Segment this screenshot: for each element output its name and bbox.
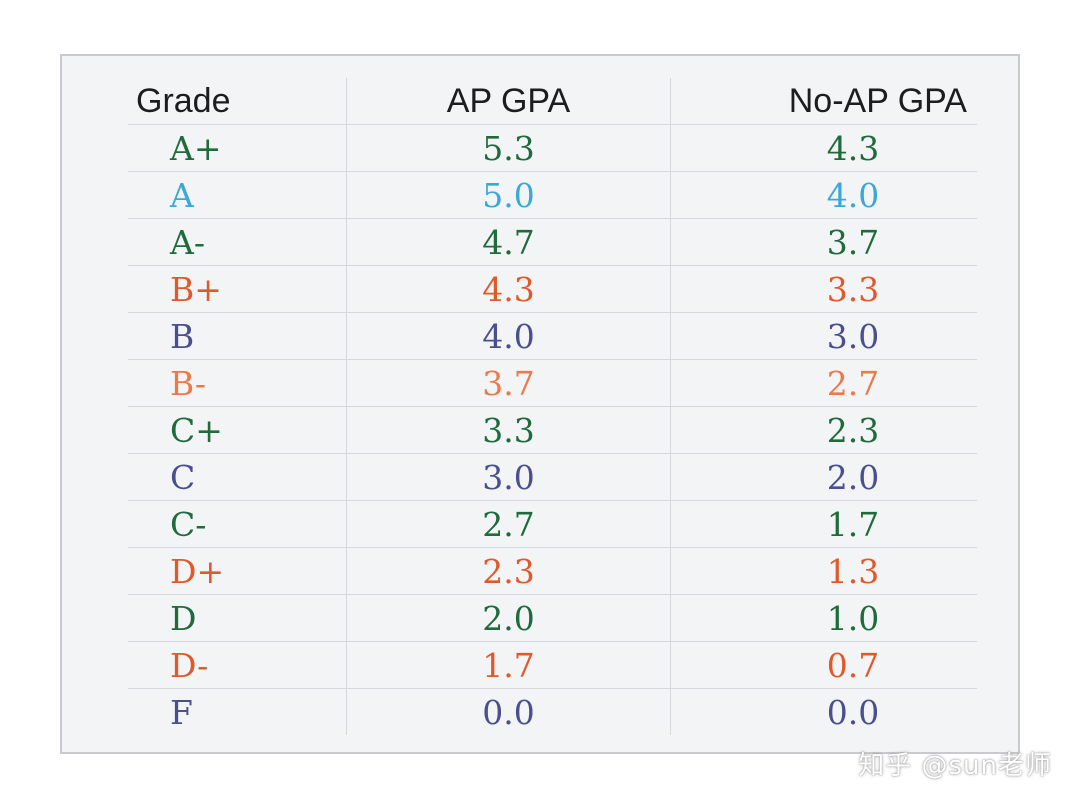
ap-gpa-cell: 4.3 bbox=[346, 265, 671, 313]
table-row: C- 2.7 1.7 bbox=[128, 500, 977, 548]
table-row: A- 4.7 3.7 bbox=[128, 218, 977, 266]
grade-cell: C- bbox=[128, 500, 347, 548]
grade-cell: C bbox=[128, 453, 347, 501]
ap-gpa-cell: 2.7 bbox=[346, 500, 671, 548]
grade-cell: A+ bbox=[128, 124, 347, 172]
ap-gpa-cell: 2.3 bbox=[346, 547, 671, 595]
table-row: B 4.0 3.0 bbox=[128, 312, 977, 360]
ap-gpa-cell: 3.0 bbox=[346, 453, 671, 501]
no-ap-gpa-cell: 4.0 bbox=[670, 171, 977, 219]
table-header-row: Grade AP GPA No-AP GPA bbox=[128, 78, 977, 125]
no-ap-gpa-cell: 1.0 bbox=[670, 594, 977, 642]
ap-gpa-cell: 1.7 bbox=[346, 641, 671, 689]
table-row: C 3.0 2.0 bbox=[128, 453, 977, 501]
ap-gpa-cell: 5.0 bbox=[346, 171, 671, 219]
ap-gpa-cell: 3.7 bbox=[346, 359, 671, 407]
grade-cell: C+ bbox=[128, 406, 347, 454]
no-ap-gpa-cell: 2.7 bbox=[670, 359, 977, 407]
no-ap-gpa-cell: 2.0 bbox=[670, 453, 977, 501]
gpa-table: Grade AP GPA No-AP GPA A+ 5.3 4.3 A 5.0 4.0 A-… bbox=[128, 78, 977, 735]
grade-cell: A- bbox=[128, 218, 347, 266]
grade-cell: B+ bbox=[128, 265, 347, 313]
grade-cell: B- bbox=[128, 359, 347, 407]
table-row: B- 3.7 2.7 bbox=[128, 359, 977, 407]
no-ap-gpa-cell: 3.7 bbox=[670, 218, 977, 266]
table-row: D 2.0 1.0 bbox=[128, 594, 977, 642]
table-row: B+ 4.3 3.3 bbox=[128, 265, 977, 313]
table-body: A+ 5.3 4.3 A 5.0 4.0 A- 4.7 3.7 B+ 4.3 3.3 B 4.0 3.0 B-… bbox=[128, 124, 977, 735]
table-row: D+ 2.3 1.3 bbox=[128, 547, 977, 595]
no-ap-gpa-cell: 4.3 bbox=[670, 124, 977, 172]
table-row: A+ 5.3 4.3 bbox=[128, 124, 977, 172]
watermark-text: 知乎 @sun老师 bbox=[858, 751, 1052, 781]
no-ap-gpa-cell: 1.7 bbox=[670, 500, 977, 548]
grade-cell: A bbox=[128, 171, 347, 219]
gpa-card: Grade AP GPA No-AP GPA A+ 5.3 4.3 A 5.0 4.0 A-… bbox=[60, 54, 1020, 754]
grade-cell: D- bbox=[128, 641, 347, 689]
ap-gpa-cell: 0.0 bbox=[346, 688, 671, 735]
no-ap-gpa-cell: 0.0 bbox=[670, 688, 977, 735]
ap-gpa-cell: 2.0 bbox=[346, 594, 671, 642]
no-ap-gpa-cell: 1.3 bbox=[670, 547, 977, 595]
grade-cell: D bbox=[128, 594, 347, 642]
ap-gpa-cell: 5.3 bbox=[346, 124, 671, 172]
ap-gpa-cell: 4.7 bbox=[346, 218, 671, 266]
table-row: F 0.0 0.0 bbox=[128, 688, 977, 735]
no-ap-gpa-cell: 3.0 bbox=[670, 312, 977, 360]
header-grade: Grade bbox=[128, 78, 347, 125]
table-row: A 5.0 4.0 bbox=[128, 171, 977, 219]
grade-cell: F bbox=[170, 692, 193, 732]
ap-gpa-cell: 3.3 bbox=[346, 406, 671, 454]
no-ap-gpa-cell: 2.3 bbox=[670, 406, 977, 454]
grade-cell: D+ bbox=[128, 547, 347, 595]
grade-cell: B bbox=[128, 312, 347, 360]
table-row: D- 1.7 0.7 bbox=[128, 641, 977, 689]
ap-gpa-cell: 4.0 bbox=[346, 312, 671, 360]
no-ap-gpa-cell: 3.3 bbox=[670, 265, 977, 313]
header-ap-gpa: AP GPA bbox=[346, 78, 671, 125]
header-no-ap-gpa: No-AP GPA bbox=[670, 78, 977, 125]
table-row: C+ 3.3 2.3 bbox=[128, 406, 977, 454]
no-ap-gpa-cell: 0.7 bbox=[670, 641, 977, 689]
